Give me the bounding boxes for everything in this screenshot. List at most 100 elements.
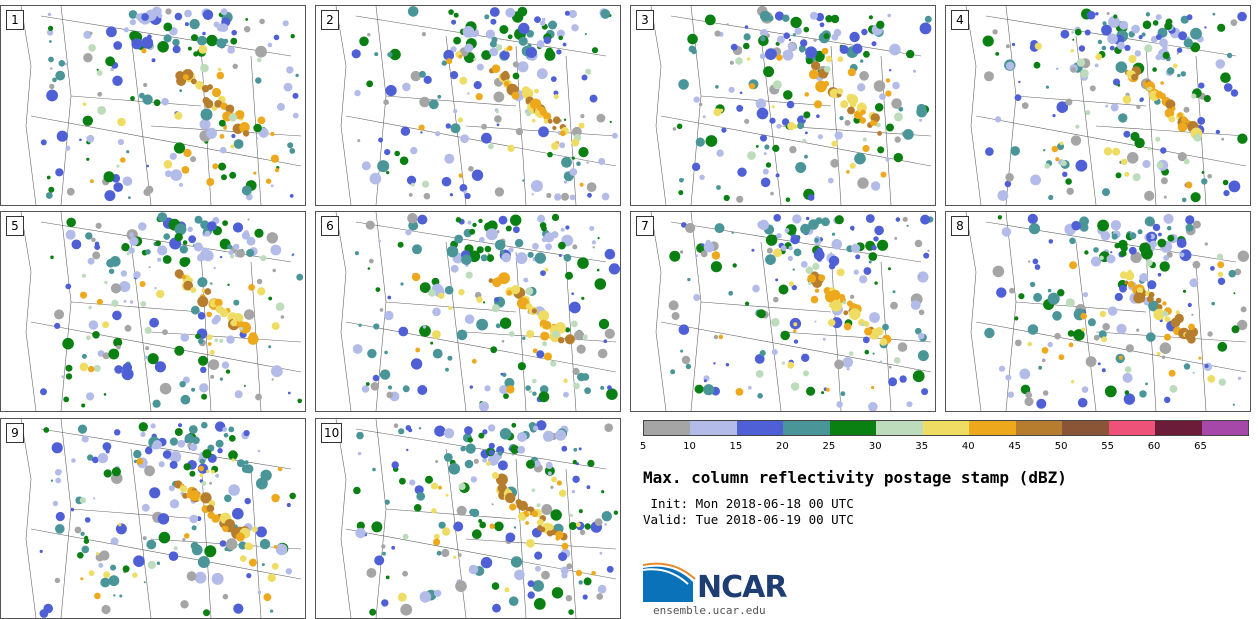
echo-cell <box>419 325 431 337</box>
echo-cell <box>814 288 820 293</box>
echo-cell <box>1073 329 1085 341</box>
echo-cell <box>762 168 769 175</box>
echo-cell <box>564 334 575 345</box>
echo-cell <box>48 25 54 31</box>
echo-cell <box>1097 362 1101 366</box>
echo-cell <box>1065 178 1072 185</box>
echo-cell <box>888 377 898 387</box>
echo-cell <box>209 349 215 355</box>
echo-cell <box>391 461 399 469</box>
echo-cell <box>1098 330 1107 339</box>
echo-cell <box>679 250 684 254</box>
echo-cell <box>485 29 495 39</box>
echo-cell <box>604 328 615 339</box>
echo-cell <box>253 123 262 133</box>
echo-cell <box>719 108 724 113</box>
echo-cell <box>531 308 537 314</box>
echo-cell <box>113 337 123 347</box>
echo-cell <box>1076 58 1086 67</box>
colorbar-swatch-7 <box>969 421 1016 435</box>
echo-cell <box>596 113 606 123</box>
echo-cell <box>592 246 595 249</box>
echo-cell <box>1070 135 1082 146</box>
echo-cell <box>1110 103 1119 112</box>
echo-cell <box>458 289 465 296</box>
ncar-logo-icon <box>643 562 696 602</box>
echo-cell <box>582 334 588 340</box>
echo-cell <box>805 46 818 59</box>
echo-cell <box>823 33 830 40</box>
echo-cell <box>455 217 462 223</box>
echo-cell <box>573 447 578 452</box>
echo-cell <box>1105 104 1109 108</box>
echo-cell <box>810 295 819 304</box>
echo-cell <box>84 535 89 540</box>
echo-cell <box>178 182 184 187</box>
echo-cell <box>1128 54 1137 64</box>
echo-cell <box>1157 238 1167 248</box>
echo-cell <box>1118 355 1123 360</box>
echo-cell <box>809 11 818 20</box>
echo-cell <box>438 292 445 299</box>
echo-cell <box>1162 301 1167 306</box>
echo-cell <box>548 20 558 30</box>
echo-cell <box>1095 12 1099 16</box>
state-boundary <box>345 528 617 580</box>
echo-cell <box>1146 87 1150 91</box>
echo-cell <box>104 190 116 202</box>
echo-cell <box>859 117 866 124</box>
colorbar-swatch-1 <box>690 421 737 435</box>
echo-cell <box>174 223 187 236</box>
echo-cell <box>182 492 189 499</box>
echo-cell <box>600 9 611 19</box>
echo-cell <box>917 271 929 283</box>
echo-cell <box>783 90 793 100</box>
echo-cell <box>539 108 547 116</box>
echo-cell <box>728 86 735 93</box>
echo-cell <box>232 507 244 520</box>
echo-cell <box>187 46 192 51</box>
echo-cell <box>457 553 462 557</box>
echo-cell <box>443 428 455 439</box>
echo-cell <box>149 487 161 499</box>
echo-cell <box>1155 14 1162 21</box>
echo-cell <box>805 131 808 135</box>
echo-cell <box>1025 391 1032 399</box>
echo-cell <box>354 89 361 97</box>
echo-cell <box>129 300 134 304</box>
echo-cell <box>65 229 76 240</box>
echo-cell <box>256 477 268 490</box>
echo-cell <box>1146 234 1152 240</box>
echo-cell <box>791 284 797 291</box>
echo-cell <box>1159 342 1172 354</box>
echo-cell <box>152 440 162 450</box>
colorbar-ticks: 5 10 15 20 25 30 35 40 45 50 55 60 65 <box>640 441 1247 455</box>
state-boundary <box>335 212 352 411</box>
echo-cell <box>285 568 293 575</box>
echo-cell <box>839 45 849 54</box>
echo-cell <box>190 305 200 315</box>
echo-cell <box>397 241 404 248</box>
echo-cell <box>563 253 572 262</box>
echo-cell <box>805 266 813 274</box>
echo-cell <box>681 355 691 365</box>
echo-cell <box>871 385 875 390</box>
echo-cell <box>206 504 215 513</box>
echo-cell <box>551 587 564 599</box>
echo-cell <box>165 8 172 15</box>
echo-cell <box>228 450 238 461</box>
echo-cell <box>52 77 57 83</box>
echo-cell <box>232 63 238 69</box>
echo-cell <box>586 485 591 490</box>
state-boundary <box>385 508 517 520</box>
echo-cell <box>585 68 592 75</box>
echo-cell <box>1198 356 1202 360</box>
echo-cell <box>894 136 901 143</box>
echo-cell <box>1164 22 1173 31</box>
echo-cell <box>133 449 142 459</box>
echo-cell <box>1183 158 1190 165</box>
echo-cell <box>498 451 503 456</box>
echo-cell <box>532 378 537 384</box>
echo-cell <box>378 137 384 143</box>
echo-cell <box>267 573 276 582</box>
